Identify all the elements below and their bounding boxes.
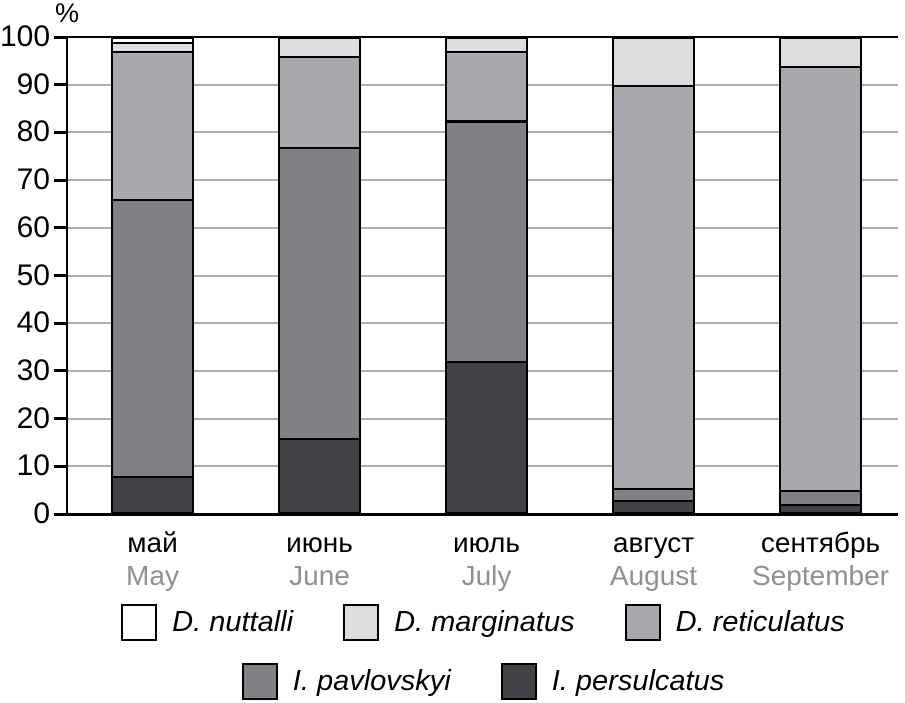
y-tick-label-60: 60 [16, 210, 50, 244]
bar-july [445, 37, 528, 514]
bar-segment [278, 437, 361, 514]
bar-segment [612, 499, 695, 514]
x-label-ru: июнь [286, 527, 353, 558]
x-label-ru: сентябрь [760, 527, 881, 558]
legend-row-1: D. nuttalli D. marginatus D. reticulatus [68, 604, 898, 641]
bar-segment [779, 490, 862, 507]
y-tick-10 [54, 464, 68, 468]
top-border-line [66, 35, 898, 38]
bar-august [612, 37, 695, 514]
y-tick-50 [54, 274, 68, 277]
bar-segment [278, 37, 361, 59]
legend-swatch [121, 604, 158, 641]
bar-segment [111, 475, 194, 514]
y-tick-label-10: 10 [16, 449, 50, 483]
y-tick-80 [54, 130, 68, 134]
bar-segment [612, 84, 695, 490]
legend-swatch [343, 604, 380, 641]
y-tick-0 [54, 512, 68, 516]
x-label-ru: май [127, 527, 178, 558]
bar-may [111, 37, 194, 514]
legend-label: I. persulcatus [551, 665, 725, 697]
legend-label: I. pavlovskyi [292, 665, 451, 697]
bar-segment [278, 146, 361, 440]
x-label-en: July [461, 560, 512, 591]
legend-label: D. marginatus [394, 606, 575, 638]
y-tick-60 [54, 226, 68, 230]
bar-segment [111, 51, 194, 202]
bar-segment [779, 37, 862, 68]
x-label-en: May [126, 560, 179, 591]
bar-september [779, 37, 862, 514]
bar-segment [612, 37, 695, 87]
legend-label: D. reticulatus [675, 606, 845, 638]
y-tick-label-50: 50 [16, 258, 50, 292]
y-axis-unit-label: % [55, 0, 80, 28]
legend-row-2: I. pavlovskyi I. persulcatus [68, 663, 898, 700]
legend-item: D. nuttalli [121, 604, 293, 641]
y-tick-70 [54, 178, 68, 182]
y-tick-30 [54, 369, 68, 373]
legend-swatch [624, 604, 661, 641]
legend-item: I. pavlovskyi [241, 663, 451, 700]
x-label-en: June [289, 560, 350, 591]
x-label-ru: июль [453, 527, 520, 558]
bar-segment [445, 361, 528, 514]
y-tick-label-70: 70 [16, 163, 50, 197]
y-axis-line [65, 37, 68, 516]
bar-segment [111, 37, 194, 44]
bar-segment [445, 51, 528, 123]
legend-item: D. marginatus [343, 604, 575, 641]
bar-segment [111, 199, 194, 478]
x-label-ru: август [612, 527, 695, 558]
y-tick-20 [54, 417, 68, 421]
y-tick-label-30: 30 [16, 353, 50, 387]
y-tick-label-100: 100 [0, 20, 51, 53]
bar-segment [445, 37, 528, 54]
bar-segment [445, 120, 528, 364]
y-tick-90 [54, 83, 68, 87]
bar-june [278, 37, 361, 514]
bar-segment [278, 56, 361, 149]
legend-swatch [500, 663, 537, 700]
x-label-en: August [609, 560, 698, 591]
legend-label: D. nuttalli [172, 606, 294, 638]
bar-segment [779, 65, 862, 493]
y-tick-40 [54, 321, 68, 325]
legend-swatch [241, 663, 278, 700]
y-tick-100 [54, 35, 68, 39]
y-tick-label-40: 40 [16, 306, 50, 340]
bar-segment [612, 487, 695, 502]
y-tick-label-0: 0 [33, 497, 50, 530]
y-tick-label-20: 20 [16, 401, 50, 435]
legend-item: D. reticulatus [624, 604, 845, 641]
legend-item: I. persulcatus [500, 663, 725, 700]
x-label-en: September [752, 560, 889, 591]
y-tick-label-80: 80 [16, 115, 50, 149]
x-axis-baseline [66, 513, 898, 516]
y-tick-label-90: 90 [16, 67, 50, 101]
